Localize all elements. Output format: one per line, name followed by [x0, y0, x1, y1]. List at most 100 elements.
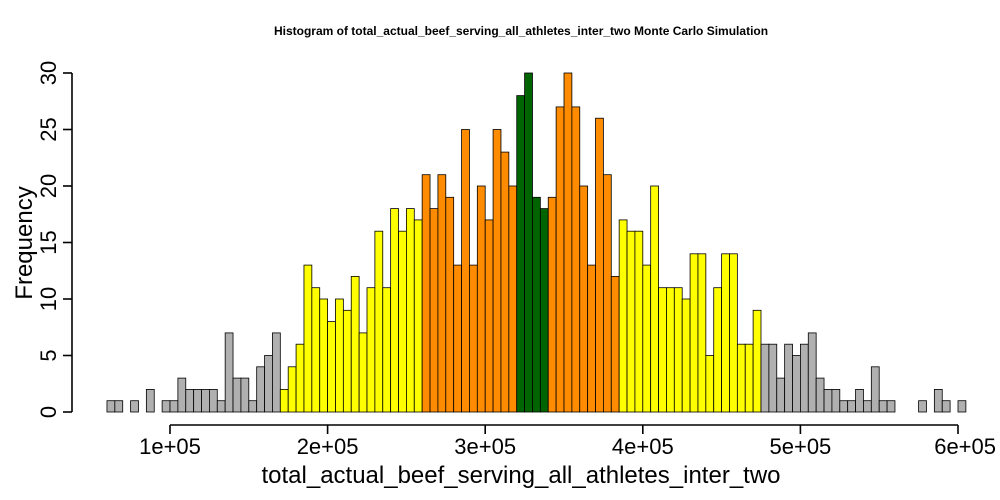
histogram-bar: [374, 230, 384, 413]
histogram-bar: [437, 174, 447, 413]
histogram-bar: [185, 388, 195, 413]
histogram-bar: [768, 343, 778, 413]
histogram-bar: [721, 253, 730, 413]
histogram-bar: [642, 264, 652, 413]
histogram-bar: [524, 72, 533, 413]
histogram-bars: [106, 72, 967, 413]
histogram-bar: [760, 343, 770, 413]
histogram-bar: [232, 377, 242, 413]
histogram-bar: [429, 208, 439, 413]
histogram-bar: [303, 264, 313, 413]
histogram-bar: [390, 208, 399, 413]
histogram-bar: [421, 174, 431, 413]
histogram-bar: [311, 287, 321, 413]
histogram-bar: [114, 400, 124, 413]
histogram-bar: [941, 400, 951, 413]
histogram-bar: [666, 287, 675, 413]
y-tick-label: 25: [36, 117, 61, 141]
histogram-bar: [634, 230, 644, 413]
histogram-bar: [484, 219, 494, 413]
histogram-bar: [729, 253, 738, 413]
histogram-bar: [587, 264, 596, 413]
histogram-bar: [563, 72, 573, 413]
histogram-bar: [287, 366, 297, 413]
histogram-bar: [413, 219, 423, 413]
y-tick-label: 20: [36, 174, 61, 198]
histogram-bar: [248, 400, 258, 413]
histogram-bar: [713, 287, 722, 413]
y-axis: 0 5 10 15 20 25 30: [36, 61, 73, 418]
histogram-bar: [224, 332, 234, 413]
histogram-bar: [216, 400, 226, 413]
histogram-bar: [461, 129, 470, 413]
histogram-bar: [815, 377, 825, 413]
chart-title: Histogram of total_actual_beef_serving_a…: [274, 24, 768, 38]
histogram-bar: [476, 185, 486, 413]
histogram-bar: [130, 400, 139, 413]
histogram-bar: [744, 343, 754, 413]
histogram-bar: [886, 400, 896, 413]
histogram-bar: [705, 355, 715, 413]
x-tick-label: 3e+05: [454, 434, 516, 459]
histogram-bar: [673, 287, 683, 413]
histogram-bar: [193, 388, 202, 413]
histogram-bar: [492, 129, 502, 413]
histogram-bar: [319, 298, 329, 413]
x-tick-label: 5e+05: [770, 434, 832, 459]
histogram-bar: [752, 309, 762, 413]
histogram-bar: [342, 309, 352, 413]
histogram-bar: [571, 106, 581, 413]
histogram-bar: [681, 298, 691, 413]
y-tick-label: 5: [36, 349, 61, 361]
histogram-bar: [358, 332, 368, 413]
histogram-bar: [177, 377, 187, 413]
histogram-bar: [878, 400, 888, 413]
x-tick-label: 1e+05: [139, 434, 201, 459]
histogram-bar: [279, 388, 289, 413]
histogram-bar: [689, 253, 699, 413]
histogram-bar: [800, 343, 809, 413]
histogram-bar: [555, 106, 565, 413]
histogram-bar: [469, 264, 478, 413]
histogram-bar: [579, 185, 589, 413]
histogram-bar: [405, 208, 415, 413]
y-tick-label: 15: [36, 230, 61, 254]
histogram-bar: [823, 388, 833, 413]
histogram-bar: [603, 174, 612, 413]
histogram-bar: [610, 275, 620, 413]
histogram-bar: [918, 400, 927, 413]
histogram-bar: [863, 400, 872, 413]
histogram-bar: [169, 400, 179, 413]
histogram-bar: [145, 388, 155, 413]
histogram-bar: [847, 400, 856, 413]
histogram-bar: [335, 298, 344, 413]
histogram-bar: [697, 253, 707, 413]
x-tick-label: 4e+05: [612, 434, 674, 459]
x-tick-label: 2e+05: [297, 434, 359, 459]
histogram-bar: [350, 275, 360, 413]
histogram-bar: [264, 355, 273, 413]
histogram-bar: [201, 388, 210, 413]
y-axis-title: Frequency: [11, 186, 38, 299]
histogram-bar: [839, 400, 849, 413]
histogram-bar: [445, 196, 455, 413]
histogram-bar: [508, 185, 518, 413]
histogram-bar: [161, 400, 171, 413]
histogram-bar: [398, 230, 407, 413]
histogram-bar: [366, 287, 376, 413]
histogram-bar: [539, 208, 549, 413]
x-tick-label: 6e+05: [934, 434, 996, 459]
x-axis-title: total_actual_beef_serving_all_athletes_i…: [261, 462, 780, 489]
histogram-bar: [516, 95, 525, 413]
histogram-bar: [658, 287, 667, 413]
histogram-bar: [650, 185, 659, 413]
histogram-bar: [618, 219, 628, 413]
x-axis: 1e+05 2e+05 3e+05 4e+05 5e+05 6e+05: [139, 424, 996, 459]
histogram-bar: [295, 343, 305, 413]
histogram-bar: [831, 388, 841, 413]
histogram-bar: [532, 196, 541, 413]
histogram-bar: [933, 388, 943, 413]
histogram-bar: [776, 377, 786, 413]
histogram-bar: [547, 196, 557, 413]
